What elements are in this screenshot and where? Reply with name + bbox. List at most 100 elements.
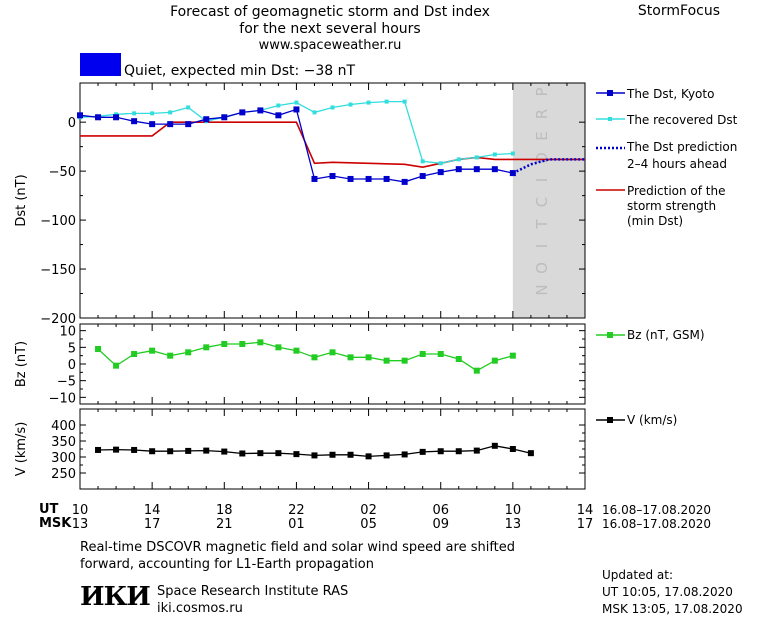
- bz-line-point: [239, 341, 246, 347]
- institute-name: Space Research Institute RAS: [157, 584, 349, 599]
- dst-kyoto-line-point: [275, 112, 282, 119]
- brand-name: StormFocus: [637, 3, 720, 19]
- site-url[interactable]: www.spaceweather.ru: [258, 38, 402, 53]
- v-line-point: [257, 450, 264, 457]
- v-line-point: [329, 451, 336, 458]
- prediction-letter: D: [533, 152, 551, 164]
- prediction-letter: R: [533, 109, 551, 119]
- recovered-dst-line-point: [366, 100, 371, 105]
- y-tick-label: −150: [40, 263, 76, 278]
- recovered-dst-line-point: [348, 102, 353, 107]
- bz-line-point: [221, 341, 228, 347]
- bz-line-point: [329, 349, 336, 356]
- msk-tick-label: 21: [216, 517, 233, 532]
- prediction-letter: T: [533, 219, 551, 230]
- dst-prediction-line: [512, 158, 585, 175]
- legend-prediction-label-1: The Dst prediction: [627, 140, 738, 154]
- ut-date-range: 16.08–17.08.2020: [602, 503, 712, 517]
- dst-kyoto-line-point: [509, 170, 516, 177]
- dst-kyoto-line-point: [293, 106, 300, 113]
- y-tick-label: −50: [49, 165, 76, 180]
- ut-tick-label: 18: [216, 503, 233, 518]
- legend-strength-label-2: storm strength: [627, 199, 717, 213]
- bz-line-point: [149, 347, 156, 354]
- recovered-dst-line-point: [168, 110, 173, 115]
- recovered-dst-line-point: [492, 152, 497, 157]
- v-line-point: [293, 451, 300, 458]
- v-line-point: [149, 448, 156, 455]
- prediction-letter: N: [533, 284, 551, 295]
- bz-line-point: [401, 357, 408, 364]
- dst-kyoto-line-point: [491, 166, 498, 173]
- v-line-point: [203, 447, 210, 454]
- y-tick-label: 0: [68, 116, 76, 131]
- dst-kyoto-line-point: [329, 173, 336, 180]
- prediction-letter: I: [533, 178, 551, 182]
- recovered-dst-line-point: [294, 100, 299, 105]
- prediction-letter: E: [533, 131, 551, 140]
- legend-recovered-symbol-marker: [608, 117, 612, 121]
- y-tick-label: 5: [68, 341, 76, 356]
- legend-strength-label-1: Prediction of the: [627, 184, 726, 198]
- legend-dst-label: The Dst, Kyoto: [627, 87, 715, 101]
- y-tick-label: 250: [51, 467, 76, 482]
- panel-frame: [79, 82, 586, 319]
- dst-kyoto-line-point: [257, 107, 264, 114]
- panel-frame: [79, 323, 586, 405]
- dst-kyoto-line-point: [419, 173, 426, 180]
- bz-line-point: [203, 344, 210, 351]
- recovered-dst-line-point: [312, 110, 317, 115]
- institute-site[interactable]: iki.cosmos.ru: [157, 601, 243, 616]
- prediction-label: P R E D I C T I ON: [533, 87, 551, 295]
- v-line-point: [473, 447, 480, 454]
- dst-kyoto-line-point: [365, 175, 372, 182]
- recovered-dst-line-point: [420, 159, 425, 164]
- v-line-point: [167, 448, 174, 455]
- dst-kyoto-line-point: [311, 175, 318, 182]
- prediction-letter: O: [533, 262, 551, 274]
- dst-kyoto-line-point: [167, 121, 174, 128]
- updated-label: Updated at:: [602, 568, 673, 582]
- legend-bz-label: Bz (nT, GSM): [627, 328, 705, 342]
- bz-line-point: [131, 351, 138, 357]
- ut-tick-label: 22: [288, 503, 305, 518]
- v-line-point: [239, 450, 246, 457]
- dst-kyoto-line-point: [347, 175, 354, 182]
- bz-line-point: [257, 339, 264, 346]
- y-tick-label: −10: [49, 391, 76, 406]
- dst-kyoto-line-point: [473, 166, 480, 173]
- y-tick-label: 350: [51, 435, 76, 450]
- legend-recovered-label: The recovered Dst: [627, 113, 738, 127]
- updated-ut: UT 10:05, 17.08.2020: [602, 585, 733, 599]
- v-line-point: [275, 450, 282, 457]
- footnote-line1: Real-time DSCOVR magnetic field and sola…: [80, 540, 516, 555]
- recovered-dst-line-point: [276, 103, 281, 108]
- v-line-point: [383, 452, 390, 459]
- prediction-letter: C: [533, 197, 551, 207]
- ut-axis-label: UT: [39, 502, 59, 517]
- ut-tick-label: 10: [505, 503, 522, 518]
- strength-line: [80, 121, 585, 169]
- dst-kyoto-line-point: [455, 166, 462, 173]
- chart-title-line2: for the next several hours: [239, 21, 421, 37]
- legend-bz-symbol-marker: [607, 332, 613, 338]
- bz-line-point: [185, 349, 192, 356]
- legend-prediction-label-2: 2–4 hours ahead: [627, 157, 727, 171]
- recovered-dst-line-point: [132, 111, 137, 116]
- y-tick-label: 300: [51, 451, 76, 466]
- recovered-dst-line-point: [474, 155, 479, 160]
- msk-tick-label: 13: [505, 517, 522, 532]
- v-line-point: [455, 448, 462, 455]
- legend-v-symbol-marker: [607, 417, 613, 423]
- bz-line-point: [275, 344, 282, 351]
- bz-line-point: [365, 354, 372, 361]
- bz-line-point: [167, 352, 174, 359]
- recovered-dst-line-point: [456, 157, 461, 162]
- msk-tick-label: 13: [72, 517, 89, 532]
- recovered-dst-line-point: [186, 105, 191, 110]
- legend-strength-label-3: (min Dst): [627, 214, 684, 228]
- iki-logo: ИКИ: [80, 582, 151, 612]
- bz-line-point: [491, 357, 498, 364]
- recovered-dst-line-point: [150, 111, 155, 116]
- dst-kyoto-line-point: [131, 118, 138, 125]
